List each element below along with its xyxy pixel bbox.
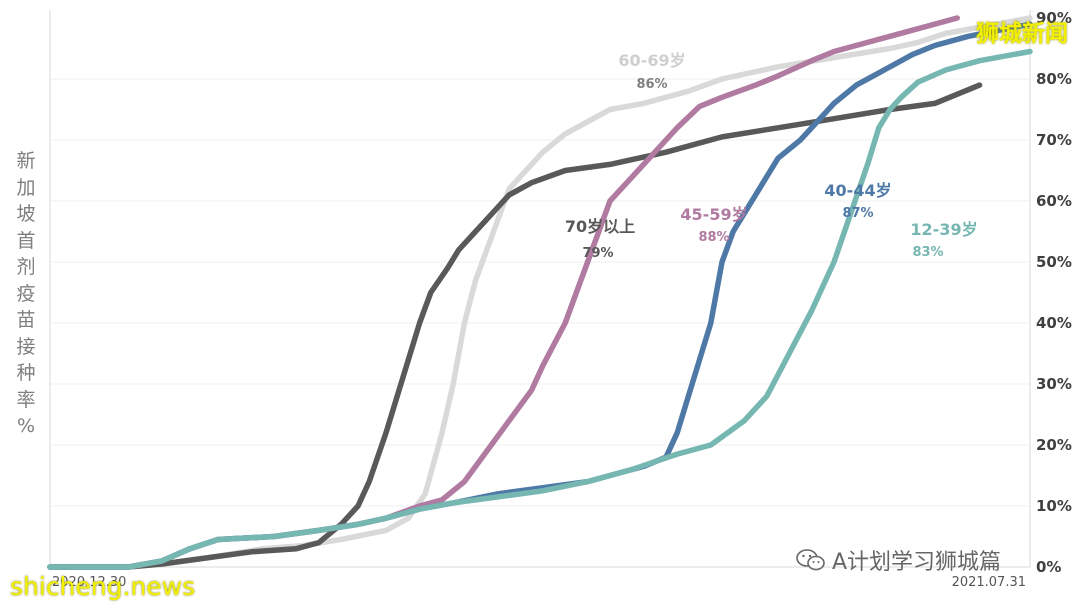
y-tick-label: 0% xyxy=(1036,558,1061,576)
y-axis-title-char: 种 xyxy=(16,362,36,384)
y-tick-label: 10% xyxy=(1036,497,1072,515)
y-axis-title-char: % xyxy=(16,415,36,437)
series-line-70岁以上 xyxy=(47,82,983,570)
y-tick-label: 20% xyxy=(1036,436,1072,454)
y-axis-title-char: 率 xyxy=(16,388,36,411)
series-label-name: 40-44岁 xyxy=(824,181,891,200)
watermark-wechat: A计划学习狮城篇 xyxy=(796,544,1001,576)
series-labels: 60-69岁 86% 70岁以上 79% 45-59岁 88% 40-44岁 87% 12-39… xyxy=(565,51,978,261)
y-tick-label: 50% xyxy=(1036,253,1072,271)
series-label-name: 45-59岁 xyxy=(680,205,747,224)
y-tick-label: 90% xyxy=(1036,9,1072,27)
y-tick-label: 70% xyxy=(1036,131,1072,149)
series-label-value: 87% xyxy=(842,206,873,221)
series-label-name: 70岁以上 xyxy=(565,217,635,236)
y-axis-title: 新加坡首剂疫苗接种率% xyxy=(14,148,38,440)
y-tick-label: 60% xyxy=(1036,192,1072,210)
x-start-label: 2020.12.30 xyxy=(52,575,126,590)
y-tick-label: 30% xyxy=(1036,375,1072,393)
y-axis-title-char: 首 xyxy=(16,229,36,252)
grid xyxy=(50,78,1030,507)
y-axis-title-char: 坡 xyxy=(16,203,36,225)
y-tick-labels: 0% 10% 20% 30% 40% 50% 60% 70% 80% 90% xyxy=(1036,9,1072,576)
series-label-value: 86% xyxy=(636,77,667,92)
series-line-40-44岁 xyxy=(47,21,1033,570)
series-label-value: 88% xyxy=(698,230,729,245)
series-label-name: 12-39岁 xyxy=(910,220,977,239)
axes xyxy=(49,10,1031,568)
wechat-account-name: A计划学习狮城篇 xyxy=(832,550,1002,575)
wechat-icon xyxy=(796,549,825,571)
y-tick-label: 80% xyxy=(1036,70,1072,88)
y-axis-title-char: 加 xyxy=(16,176,36,199)
watermark-bottom-left: shicheng.news xyxy=(10,572,196,601)
y-axis-title-char: 新 xyxy=(16,150,36,172)
y-axis-title-char: 疫 xyxy=(16,282,36,305)
y-axis-title-char: 剂 xyxy=(16,256,36,278)
series-line-60-69岁 xyxy=(47,15,1033,570)
y-axis-title-char: 苗 xyxy=(16,309,36,331)
series-label-value: 79% xyxy=(582,246,613,261)
series-label-value: 83% xyxy=(912,245,943,260)
series-line-12-39岁 xyxy=(47,48,1033,570)
x-end-label: 2021.07.31 xyxy=(952,575,1026,590)
y-axis-title-char: 接 xyxy=(16,335,36,358)
x-axis-labels: 2020.12.30 2021.07.31 xyxy=(52,575,1026,590)
series-lines xyxy=(47,15,1033,570)
series-label-name: 60-69岁 xyxy=(618,51,685,70)
y-tick-label: 40% xyxy=(1036,314,1072,332)
watermark-top-right: 狮城新闻 xyxy=(976,21,1068,47)
